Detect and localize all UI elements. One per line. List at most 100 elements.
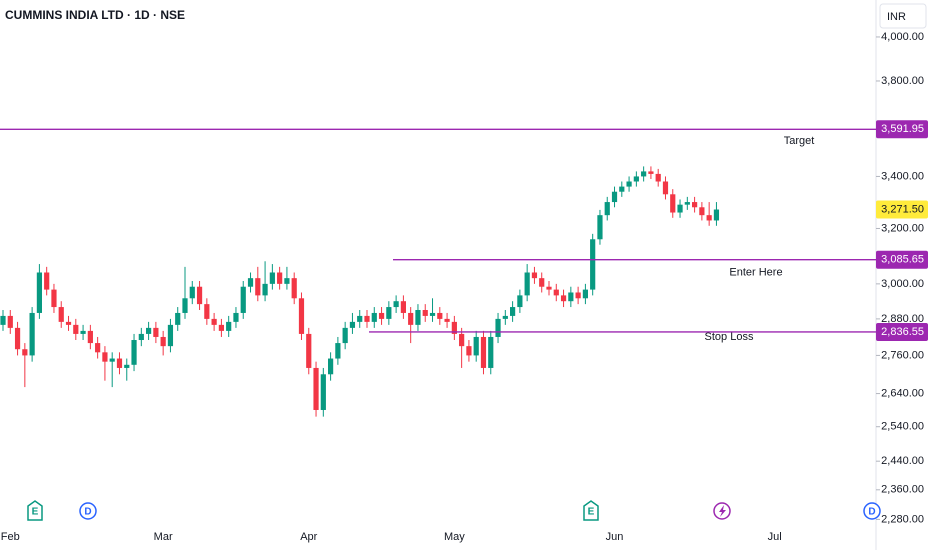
candle-body (291, 278, 297, 299)
split-icon (719, 505, 726, 517)
candle-body (459, 333, 465, 347)
dividend-marker[interactable] (79, 502, 97, 520)
candle-body (677, 204, 683, 213)
candle-body (706, 215, 712, 221)
candle-body (320, 374, 326, 410)
candle-body (604, 202, 610, 216)
candle-body (95, 343, 101, 353)
candle-body (269, 272, 275, 284)
candle-body (167, 324, 174, 347)
candle-body (495, 318, 501, 337)
currency-box[interactable] (879, 3, 927, 29)
y-tick-label: 2,640.00 (881, 387, 924, 399)
candle-body (575, 292, 581, 299)
candle-body (277, 272, 283, 284)
candle-body (335, 343, 341, 359)
earnings-marker[interactable] (583, 500, 599, 521)
candle-body (510, 307, 516, 316)
candle-body (371, 312, 377, 322)
y-tick-label: 2,360.00 (881, 484, 924, 496)
candle-body (408, 312, 414, 325)
last-price-tag (876, 200, 928, 219)
candle-body (364, 315, 370, 322)
candle-body (582, 289, 588, 299)
y-tick-label: 2,880.00 (881, 313, 924, 325)
candle-body (218, 324, 224, 331)
candle-body (437, 312, 443, 319)
y-tick-label: 3,800.00 (881, 75, 924, 87)
earnings-marker[interactable] (27, 500, 43, 521)
y-tick-label: 2,280.00 (881, 513, 924, 525)
y-tick-label: 2,540.00 (881, 421, 924, 433)
last-price-label: 3,271.50 (881, 203, 924, 215)
candle-body (619, 186, 625, 192)
candle-body (211, 318, 217, 325)
price-line-name: Stop Loss (705, 331, 754, 343)
candle-body (357, 315, 363, 322)
x-tick-label: May (444, 531, 465, 543)
candle-body (138, 333, 144, 341)
candle-body (429, 312, 436, 316)
candle-body (146, 327, 152, 334)
candle-body (51, 289, 57, 308)
candle-body (553, 289, 559, 296)
candle-body (124, 364, 130, 368)
dividend-marker[interactable] (863, 502, 881, 520)
candle-body (626, 181, 632, 187)
candle-body (386, 307, 392, 319)
candle-body (175, 312, 181, 325)
price-tag-label: 2,836.55 (881, 326, 924, 338)
candle-body (655, 173, 661, 182)
candle-body (109, 358, 115, 362)
candle-body (568, 292, 574, 302)
candle-body (502, 315, 508, 319)
candle-body (284, 278, 290, 284)
event-letter: D (84, 507, 91, 518)
candle-body (590, 239, 596, 290)
candle-body (422, 310, 428, 316)
candle-body (29, 312, 35, 356)
candle-body (22, 349, 28, 356)
price-tag-label: 3,085.65 (881, 254, 924, 266)
candle-body (80, 330, 86, 334)
candle-body (7, 315, 13, 328)
price-tag (876, 322, 928, 341)
y-tick-label: 2,440.00 (881, 455, 924, 467)
candle-body (262, 283, 268, 296)
candle-body (684, 202, 690, 205)
candle-body (0, 315, 6, 325)
x-tick-label: Jul (768, 531, 782, 543)
candle-body (306, 333, 312, 368)
candle-body (393, 301, 399, 308)
x-tick-label: Mar (154, 531, 173, 543)
candle-body (444, 318, 450, 322)
candle-body (517, 295, 523, 308)
price-line-name: Enter Here (729, 267, 782, 279)
candle-body (524, 272, 530, 296)
chart-title: CUMMINS INDIA LTD · 1D · NSE (5, 8, 185, 22)
candle-body (713, 209, 720, 221)
candle-body (44, 272, 50, 290)
candle-body (662, 181, 669, 195)
candle-body (226, 321, 232, 331)
candle-body (189, 286, 195, 299)
candle-body (342, 327, 348, 344)
event-letter: D (868, 507, 875, 518)
candle-body (255, 278, 261, 296)
currency: INR (887, 11, 906, 23)
candle-body (378, 312, 385, 319)
candle-body (648, 171, 654, 174)
candle-body (699, 207, 705, 216)
candle-body (131, 340, 137, 365)
candle-body (36, 272, 42, 313)
candle-body (415, 310, 421, 325)
candle-body (65, 321, 72, 325)
price-tag (876, 250, 928, 269)
candle-body (87, 330, 93, 344)
y-tick-label: 3,200.00 (881, 222, 924, 234)
candle-body (560, 295, 567, 302)
candle-body (102, 352, 108, 362)
candle-body (473, 336, 479, 356)
